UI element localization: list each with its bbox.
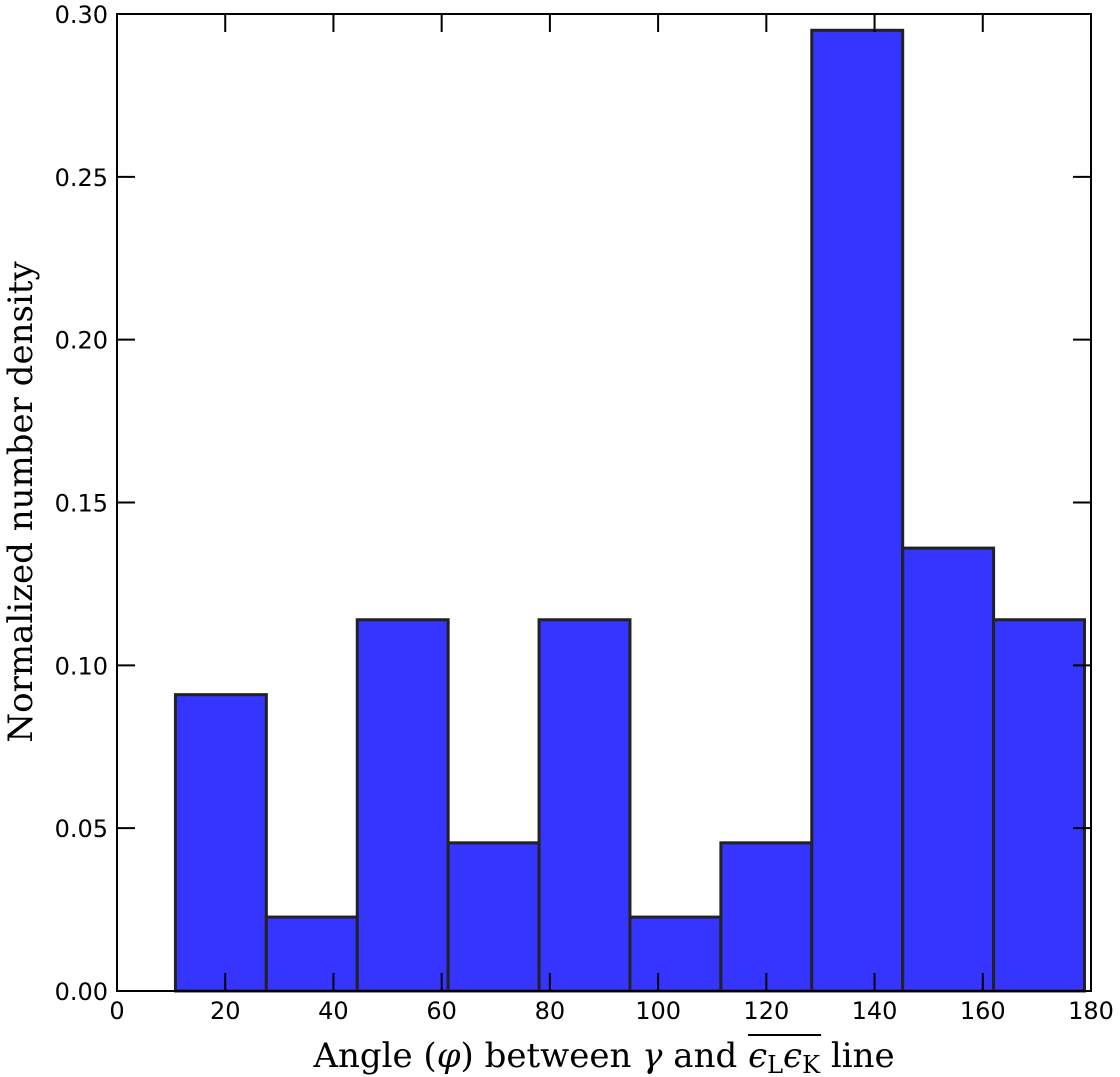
histogram-bar [355,618,450,993]
x-axis-label: Angle (φ) between γ and ϵLϵK line [312,1036,894,1077]
y-tick-label: 0.00 [55,978,108,1006]
histogram-bar [628,915,723,993]
y-tick-labels: 0.00 0.05 0.10 0.15 0.20 0.25 0.30 [55,1,108,1006]
axis-ticks [116,13,1092,992]
histogram-bar [446,841,541,993]
x-tick-label: 20 [210,997,241,1025]
x-tick-label: 80 [535,997,566,1025]
y-tick-label: 0.10 [55,652,108,680]
histogram-bar [901,546,996,993]
plot-frame [116,13,1092,992]
y-tick-label: 0.15 [55,490,108,518]
y-axis-label: Normalized number density [1,261,41,743]
y-tick-label: 0.05 [55,815,108,843]
x-tick-label: 60 [426,997,457,1025]
x-tick-label: 140 [852,997,898,1025]
y-tick-label: 0.25 [55,164,108,192]
x-tick-label: 40 [318,997,349,1025]
histogram-bar [992,618,1087,993]
histogram-bars [173,28,1087,993]
histogram-bar [264,915,359,993]
histogram-bar [810,28,905,993]
x-tick-label: 180 [1068,997,1114,1025]
histogram-bar [173,693,268,993]
y-tick-label: 0.30 [55,1,108,29]
x-tick-label: 120 [743,997,789,1025]
y-tick-label: 0.20 [55,327,108,355]
x-tick-label: 160 [960,997,1006,1025]
x-tick-label: 0 [109,997,124,1025]
histogram-bar [719,841,814,993]
x-tick-label: 100 [635,997,681,1025]
histogram-bar [537,618,632,993]
x-tick-labels: 0 20 40 60 80 100 120 140 160 180 [109,997,1114,1025]
